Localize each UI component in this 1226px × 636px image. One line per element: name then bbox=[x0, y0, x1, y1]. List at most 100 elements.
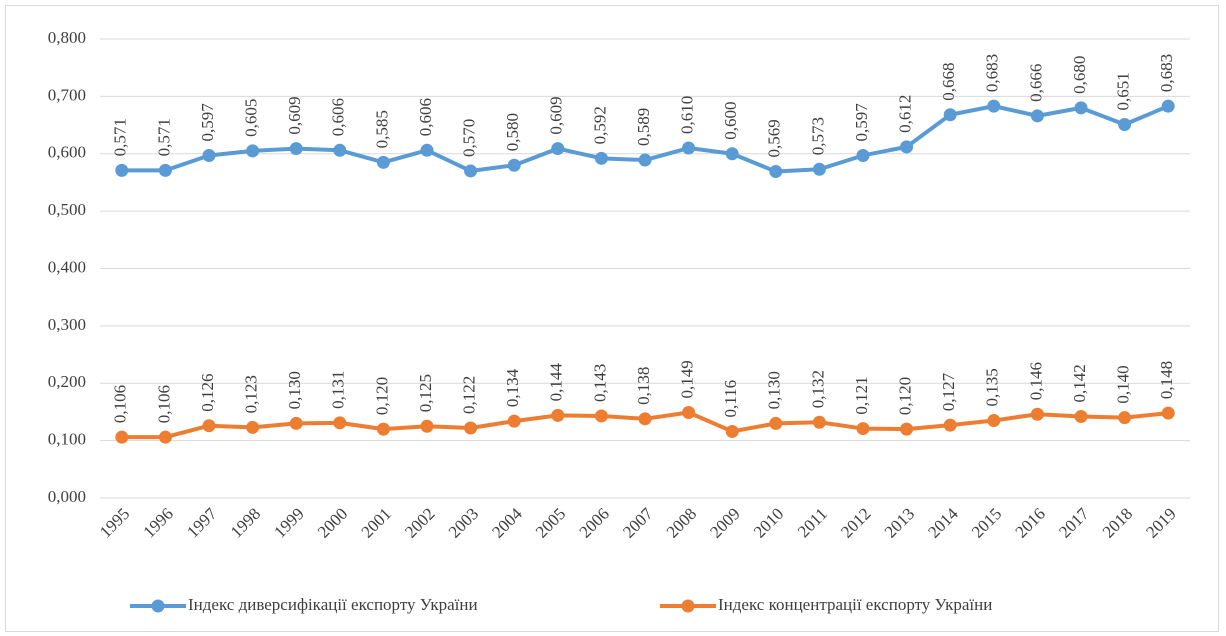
data-label: 0,606 bbox=[329, 98, 348, 136]
data-point bbox=[900, 422, 914, 436]
data-point bbox=[464, 421, 478, 435]
data-label: 0,143 bbox=[590, 364, 609, 402]
data-point bbox=[158, 163, 172, 177]
data-point bbox=[856, 148, 870, 162]
y-tick-label: 0,600 bbox=[48, 143, 86, 162]
data-label: 0,127 bbox=[939, 372, 958, 411]
data-label: 0,597 bbox=[852, 103, 871, 142]
data-label: 0,134 bbox=[503, 368, 522, 407]
data-point bbox=[682, 141, 696, 155]
data-label: 0,140 bbox=[1114, 365, 1133, 403]
data-point bbox=[769, 416, 783, 430]
data-label: 0,609 bbox=[547, 96, 566, 134]
data-point bbox=[333, 143, 347, 157]
data-point bbox=[1118, 117, 1132, 131]
data-point bbox=[594, 409, 608, 423]
data-label: 0,123 bbox=[242, 375, 261, 413]
data-label: 0,125 bbox=[416, 374, 435, 412]
legend-label: Індекс концентрації експорту України bbox=[718, 595, 992, 614]
data-point bbox=[987, 99, 1001, 113]
data-label: 0,600 bbox=[721, 102, 740, 140]
data-label: 0,651 bbox=[1114, 72, 1133, 110]
data-point bbox=[420, 419, 434, 433]
data-point bbox=[507, 414, 521, 428]
y-tick-label: 0,000 bbox=[48, 487, 86, 506]
data-label: 0,130 bbox=[765, 371, 784, 409]
data-label: 0,138 bbox=[634, 367, 653, 405]
y-tick-label: 0,800 bbox=[48, 28, 86, 47]
data-point bbox=[333, 416, 347, 430]
data-point bbox=[551, 142, 565, 156]
data-point bbox=[115, 430, 129, 444]
data-label: 0,606 bbox=[416, 98, 435, 136]
data-label: 0,569 bbox=[765, 119, 784, 157]
data-point bbox=[943, 418, 957, 432]
data-point bbox=[812, 162, 826, 176]
data-label: 0,106 bbox=[154, 385, 173, 423]
data-point bbox=[638, 412, 652, 426]
data-label: 0,146 bbox=[1026, 362, 1045, 400]
data-point bbox=[987, 414, 1001, 428]
data-point bbox=[202, 148, 216, 162]
y-tick-label: 0,400 bbox=[48, 257, 86, 276]
data-label: 0,570 bbox=[460, 119, 479, 157]
data-point bbox=[246, 144, 260, 158]
data-label: 0,121 bbox=[852, 376, 871, 414]
data-label: 0,609 bbox=[285, 96, 304, 134]
data-label: 0,610 bbox=[678, 96, 697, 134]
data-point bbox=[900, 140, 914, 154]
data-point bbox=[725, 147, 739, 161]
legend-marker bbox=[681, 599, 695, 613]
data-point bbox=[1161, 406, 1175, 420]
data-point bbox=[943, 108, 957, 122]
y-tick-label: 0,500 bbox=[48, 200, 86, 219]
data-label: 0,585 bbox=[372, 110, 391, 148]
data-point bbox=[551, 408, 565, 422]
data-point bbox=[376, 422, 390, 436]
data-label: 0,573 bbox=[808, 117, 827, 155]
data-label: 0,142 bbox=[1070, 364, 1089, 402]
data-label: 0,144 bbox=[547, 363, 566, 402]
data-label: 0,605 bbox=[242, 99, 261, 137]
data-point bbox=[769, 165, 783, 179]
data-label: 0,122 bbox=[460, 376, 479, 414]
data-label: 0,571 bbox=[154, 118, 173, 156]
data-point bbox=[812, 415, 826, 429]
y-tick-label: 0,700 bbox=[48, 85, 86, 104]
data-label: 0,571 bbox=[111, 118, 130, 156]
data-point bbox=[682, 406, 696, 420]
data-point bbox=[289, 142, 303, 156]
y-tick-label: 0,300 bbox=[48, 315, 86, 334]
data-point bbox=[1030, 109, 1044, 123]
data-label: 0,680 bbox=[1070, 56, 1089, 94]
data-point bbox=[1161, 99, 1175, 113]
data-point bbox=[856, 422, 870, 436]
data-point bbox=[115, 163, 129, 177]
data-label: 0,666 bbox=[1026, 64, 1045, 102]
data-label: 0,132 bbox=[808, 370, 827, 408]
data-point bbox=[376, 155, 390, 169]
data-label: 0,683 bbox=[983, 54, 1002, 92]
data-point bbox=[638, 153, 652, 167]
data-label: 0,612 bbox=[896, 95, 915, 133]
y-tick-label: 0,100 bbox=[48, 430, 86, 449]
data-point bbox=[1074, 101, 1088, 115]
data-label: 0,131 bbox=[329, 371, 348, 409]
data-label: 0,149 bbox=[678, 360, 697, 398]
data-label: 0,683 bbox=[1157, 54, 1176, 92]
data-label: 0,120 bbox=[372, 377, 391, 415]
data-point bbox=[1074, 410, 1088, 424]
y-tick-label: 0,200 bbox=[48, 372, 86, 391]
data-point bbox=[158, 430, 172, 444]
data-point bbox=[420, 143, 434, 157]
data-label: 0,668 bbox=[939, 62, 958, 100]
legend-marker bbox=[151, 599, 165, 613]
data-point bbox=[507, 158, 521, 172]
data-label: 0,592 bbox=[590, 106, 609, 144]
data-point bbox=[1118, 411, 1132, 425]
data-label: 0,148 bbox=[1157, 361, 1176, 399]
data-point bbox=[725, 424, 739, 438]
data-label: 0,589 bbox=[634, 108, 653, 146]
data-label: 0,597 bbox=[198, 103, 217, 142]
